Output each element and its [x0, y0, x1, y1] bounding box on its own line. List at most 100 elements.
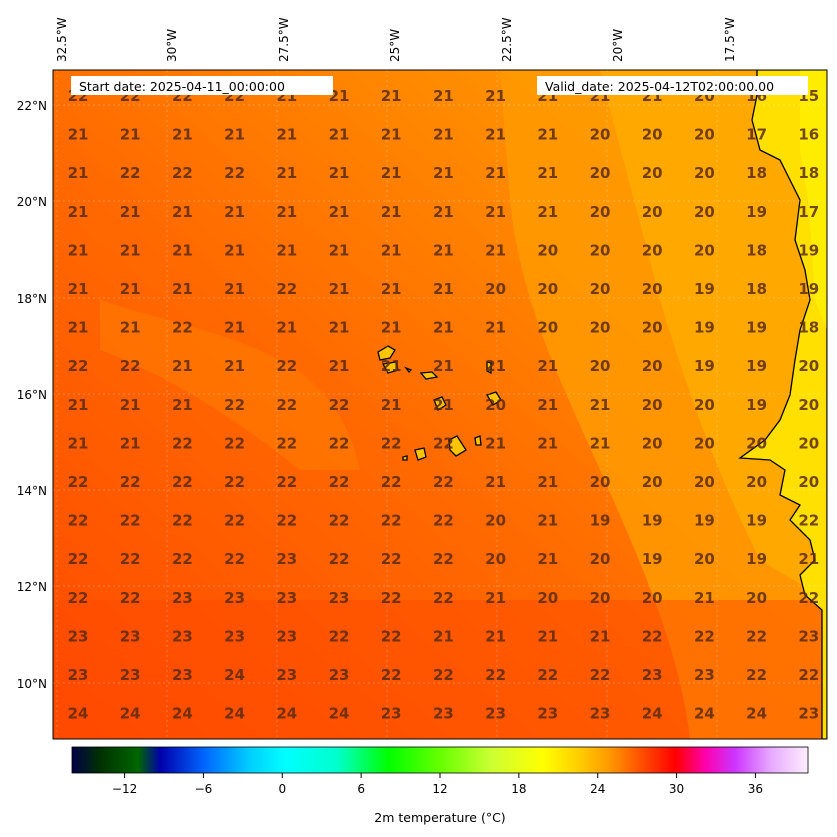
station-value: 20 [798, 357, 819, 375]
station-value: 21 [381, 357, 402, 375]
station-value: 21 [172, 396, 193, 414]
station-value: 21 [537, 473, 558, 491]
station-value: 21 [68, 396, 89, 414]
station-value: 21 [485, 87, 506, 105]
station-value: 18 [746, 241, 767, 259]
station-value: 22 [746, 627, 767, 645]
station-value: 21 [120, 126, 141, 144]
station-value: 24 [172, 705, 193, 723]
station-value: 21 [537, 203, 558, 221]
station-value: 21 [590, 627, 611, 645]
station-value: 21 [329, 87, 350, 105]
station-value: 20 [590, 241, 611, 259]
station-value: 21 [485, 241, 506, 259]
station-value: 22 [276, 473, 297, 491]
station-value: 22 [172, 512, 193, 530]
station-value: 20 [694, 164, 715, 182]
station-value: 21 [381, 126, 402, 144]
lon-label-17-5w: 17.5°W [723, 17, 737, 62]
station-value: 21 [381, 87, 402, 105]
station-value: 22 [329, 512, 350, 530]
map-frame [52, 69, 828, 740]
station-value: 23 [120, 627, 141, 645]
station-value: 21 [172, 280, 193, 298]
station-value: 22 [433, 512, 454, 530]
station-value: 21 [485, 434, 506, 452]
station-value: 23 [642, 666, 663, 684]
station-value: 21 [172, 203, 193, 221]
station-value: 21 [485, 164, 506, 182]
station-value: 21 [485, 627, 506, 645]
station-value: 21 [329, 319, 350, 337]
colorbar-tick-label: 0 [278, 782, 286, 796]
station-value: 21 [120, 396, 141, 414]
station-value: 20 [590, 203, 611, 221]
colorbar-tick-label: 12 [432, 782, 447, 796]
station-value: 19 [746, 550, 767, 568]
station-value: 22 [120, 550, 141, 568]
lon-label-22-5w: 22.5°W [500, 17, 514, 62]
station-value: 22 [172, 550, 193, 568]
station-value: 21 [68, 203, 89, 221]
station-value: 18 [746, 280, 767, 298]
station-value: 22 [276, 396, 297, 414]
station-value: 20 [590, 126, 611, 144]
station-value: 20 [590, 357, 611, 375]
station-value: 18 [746, 164, 767, 182]
station-value: 24 [224, 666, 245, 684]
station-value: 20 [694, 241, 715, 259]
station-value: 20 [642, 589, 663, 607]
station-value: 22 [798, 512, 819, 530]
station-value: 21 [120, 434, 141, 452]
station-value: 19 [746, 396, 767, 414]
station-value: 22 [172, 319, 193, 337]
station-value: 21 [381, 203, 402, 221]
station-value: 20 [590, 164, 611, 182]
station-value: 23 [276, 627, 297, 645]
station-value: 21 [120, 241, 141, 259]
station-value: 24 [120, 705, 141, 723]
station-value: 21 [172, 126, 193, 144]
station-value: 21 [68, 241, 89, 259]
station-value: 21 [537, 357, 558, 375]
station-value: 22 [381, 434, 402, 452]
station-value: 21 [224, 203, 245, 221]
station-value: 21 [381, 280, 402, 298]
station-value: 22 [798, 589, 819, 607]
station-value: 23 [798, 705, 819, 723]
station-value: 23 [172, 589, 193, 607]
station-value: 21 [224, 126, 245, 144]
station-value: 23 [276, 550, 297, 568]
station-value: 21 [537, 512, 558, 530]
station-value: 22 [276, 512, 297, 530]
station-value: 22 [172, 473, 193, 491]
colorbar-ticks: −12 −6 0 6 12 18 24 30 36 [112, 773, 763, 796]
station-value: 22 [224, 512, 245, 530]
station-value: 22 [224, 550, 245, 568]
station-value: 22 [642, 627, 663, 645]
station-value: 21 [172, 357, 193, 375]
station-value: 18 [798, 319, 819, 337]
station-value: 20 [590, 280, 611, 298]
station-value: 21 [537, 627, 558, 645]
station-value: 21 [68, 434, 89, 452]
station-value: 22 [172, 434, 193, 452]
station-value: 21 [485, 357, 506, 375]
station-value: 22 [381, 473, 402, 491]
lat-label-12n: 12°N [17, 580, 47, 594]
station-value: 23 [224, 589, 245, 607]
station-value: 21 [276, 203, 297, 221]
station-value: 20 [798, 473, 819, 491]
station-value: 21 [433, 87, 454, 105]
colorbar-tick-label: 24 [590, 782, 605, 796]
station-value: 21 [485, 126, 506, 144]
station-value: 21 [120, 280, 141, 298]
station-value: 23 [329, 666, 350, 684]
station-value: 19 [694, 280, 715, 298]
lat-label-16n: 16°N [17, 388, 47, 402]
station-value: 23 [590, 705, 611, 723]
station-value: 19 [746, 512, 767, 530]
station-value: 21 [329, 357, 350, 375]
station-value: 16 [798, 126, 819, 144]
